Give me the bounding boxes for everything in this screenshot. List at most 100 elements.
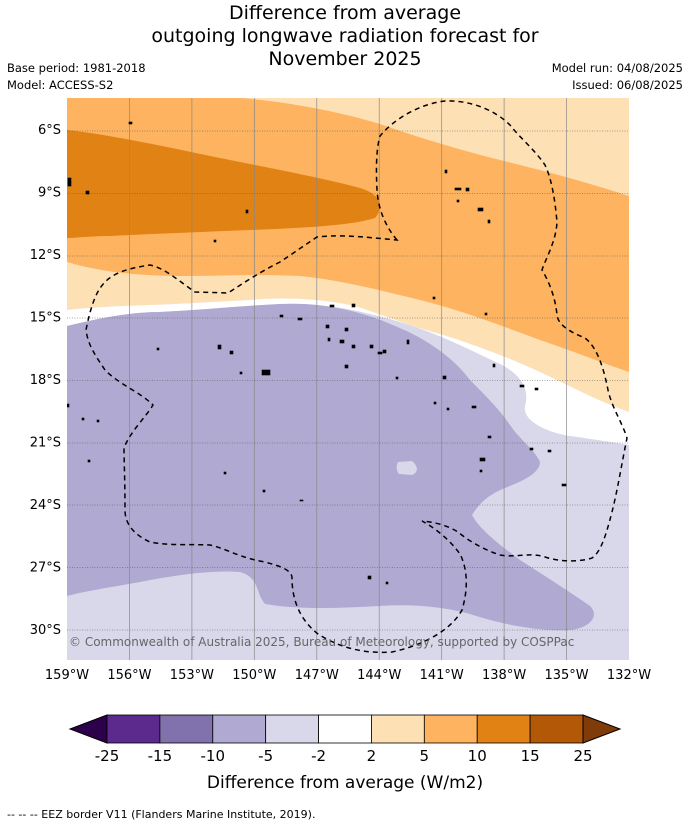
island <box>299 499 304 502</box>
island <box>81 417 85 421</box>
neutral-zone <box>67 290 629 445</box>
colorbar-tick-label: -15 <box>148 747 173 765</box>
island <box>385 581 389 585</box>
lat-tick-label: 30°S <box>30 623 61 638</box>
colorbar-tick-label: 25 <box>573 747 592 765</box>
model-run: Model run: 04/08/2025 <box>551 61 683 75</box>
island <box>471 405 477 409</box>
island <box>329 304 335 308</box>
island <box>367 575 372 580</box>
colorbar-segment <box>476 714 531 744</box>
colorbar-segment <box>106 714 161 744</box>
island <box>561 483 567 487</box>
band-10-to-15 <box>67 130 380 238</box>
latitude-labels: 6°S 9°S 12°S 15°S 18°S 21°S 24°S 27°S 30°S <box>30 123 61 638</box>
island <box>446 407 450 411</box>
band-minus-5-to-minus-10 <box>67 303 594 631</box>
island <box>245 209 249 214</box>
island <box>261 369 271 376</box>
anomaly-field <box>67 98 629 660</box>
lat-tick-label: 9°S <box>38 186 61 201</box>
island <box>369 344 374 349</box>
lat-tick-label: 21°S <box>30 435 61 450</box>
lat-tick-label: 6°S <box>38 123 61 138</box>
island <box>325 324 330 329</box>
eez-border <box>85 100 628 654</box>
island <box>487 435 492 439</box>
colorbar-segment <box>529 714 584 744</box>
island <box>351 344 356 349</box>
eez-border-line <box>85 100 628 654</box>
colorbar-tick-label: 10 <box>468 747 487 765</box>
model-name: Model: ACCESS-S2 <box>7 78 114 92</box>
island <box>432 296 436 300</box>
lon-tick-label: 156°W <box>107 668 151 683</box>
island <box>382 349 387 354</box>
colorbar-over-arrow <box>582 714 622 744</box>
lon-tick-label: 135°W <box>544 668 588 683</box>
island <box>479 457 486 462</box>
copyright-notice: © Commonwealth of Australia 2025, Bureau… <box>69 635 574 649</box>
island <box>492 363 496 368</box>
colorbar-tick-label: -25 <box>95 747 120 765</box>
colorbar-segment <box>212 714 267 744</box>
island <box>547 449 552 453</box>
island <box>239 371 243 375</box>
lat-tick-label: 12°S <box>30 248 61 263</box>
island <box>406 339 410 345</box>
lon-tick-label: 150°W <box>232 668 276 683</box>
colorbar-segment <box>371 714 425 744</box>
island <box>519 384 525 388</box>
island <box>297 317 303 321</box>
island <box>217 344 222 350</box>
lat-tick-label: 15°S <box>30 311 61 326</box>
island <box>279 314 284 318</box>
island <box>85 190 90 195</box>
lat-tick-label: 24°S <box>30 498 61 513</box>
issued-date: Issued: 06/08/2025 <box>572 78 683 92</box>
island <box>87 459 91 463</box>
eez-footnote: -- -- -- EEZ border V11 (Flanders Marine… <box>7 808 316 821</box>
title-line-3: November 2025 <box>268 48 422 70</box>
colorbar-tick-label: -5 <box>258 747 273 765</box>
island <box>262 489 266 493</box>
island <box>339 339 345 344</box>
island <box>67 177 72 187</box>
colorbar-tick-label: 15 <box>521 747 540 765</box>
colorbar-tick-label: -2 <box>311 747 326 765</box>
island <box>477 207 484 212</box>
island <box>229 350 234 355</box>
lon-tick-label: 132°W <box>607 668 651 683</box>
island <box>442 375 447 380</box>
island <box>67 403 70 408</box>
light-hole-patch <box>396 461 417 475</box>
colorbar-under-arrow <box>68 714 108 744</box>
lon-tick-label: 144°W <box>357 668 401 683</box>
lon-tick-label: 147°W <box>295 668 339 683</box>
colorbar-tick-label: 2 <box>367 747 377 765</box>
gridlines <box>129 98 567 660</box>
island <box>529 447 534 451</box>
island <box>213 239 217 243</box>
lat-tick-label: 18°S <box>30 373 61 388</box>
island <box>534 387 539 391</box>
map-figure: © Commonwealth of Australia 2025, Bureau… <box>30 98 651 793</box>
island <box>327 337 331 342</box>
title-line-2: outgoing longwave radiation forecast for <box>151 25 539 47</box>
island <box>487 219 491 224</box>
lon-tick-label: 153°W <box>170 668 214 683</box>
colorbar-segment <box>265 714 319 744</box>
islands <box>67 121 567 585</box>
colorbar-title: Difference from average (W/m2) <box>207 773 483 793</box>
title-line-1: Difference from average <box>228 2 462 24</box>
island <box>223 471 227 475</box>
island <box>344 364 349 369</box>
island <box>395 376 399 380</box>
island <box>433 401 437 405</box>
island <box>377 351 383 355</box>
colorbar-segment <box>318 714 372 744</box>
island <box>454 187 462 191</box>
colorbar-tick-label: 5 <box>420 747 430 765</box>
lon-tick-label: 141°W <box>420 668 464 683</box>
island <box>444 169 448 174</box>
